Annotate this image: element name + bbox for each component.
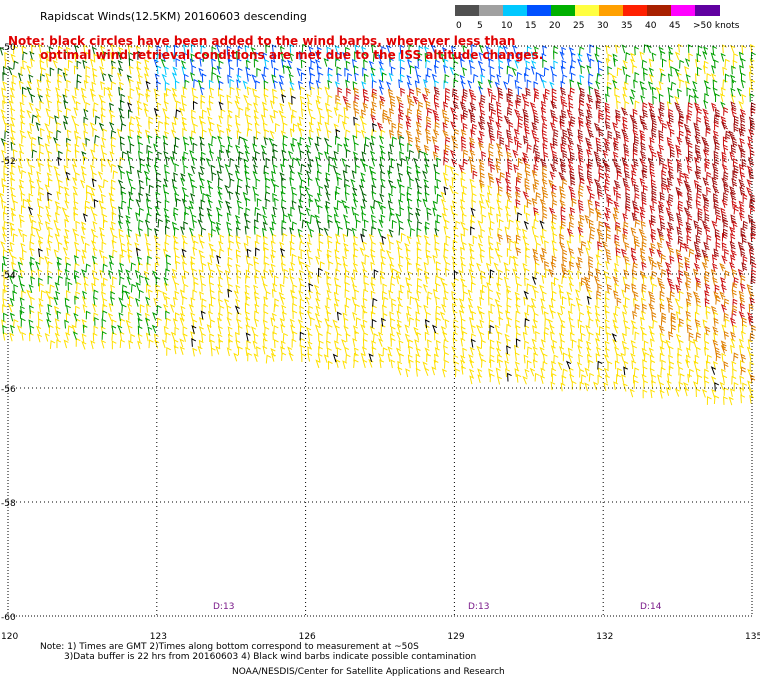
footer-note-line-2: 3)Data buffer is 22 hrs from 20160603 4)…: [64, 652, 477, 662]
legend-label: 25: [573, 21, 585, 31]
map-border: [7, 45, 753, 617]
legend-label: 35: [621, 21, 633, 31]
latitude-tick-label: -54: [1, 271, 16, 281]
axis-labels: 120 123 126 129 132 135 -50 -52 -54 -56 -58 -60 D:13…: [1, 43, 760, 642]
footer-note-line-1: Note: 1) Times are GMT 2)Times along bot…: [40, 642, 419, 652]
wind-barbs-layer: [0, 43, 757, 406]
map-grid: [8, 46, 752, 616]
latitude-tick-label: -52: [1, 157, 16, 167]
longitude-tick-label: 129: [447, 632, 464, 642]
time-label: D:14: [640, 602, 662, 612]
legend-label: 40: [645, 21, 657, 31]
legend-label: 0: [456, 21, 462, 31]
wind-barb-group: [0, 43, 756, 406]
wind-speed-legend: 0 5 10 15 20 25 30 35 40 45 >50 knots: [455, 5, 740, 35]
latitude-tick-label: -58: [1, 499, 16, 509]
map-frame: [7, 45, 753, 617]
wind-barb-group: [27, 50, 720, 391]
wind-barb-group: [433, 86, 757, 284]
longitude-tick-label: 126: [299, 632, 316, 642]
longitude-tick-label: 135: [745, 632, 760, 642]
legend-swatch: [695, 5, 721, 16]
latitude-tick-label: -56: [1, 385, 16, 395]
latitude-tick-label: -50: [1, 43, 16, 53]
legend-label: 10: [501, 21, 513, 31]
page-title: Rapidscat Winds(12.5KM) 20160603 descend…: [40, 10, 307, 23]
longitude-tick-label: 120: [1, 632, 18, 642]
legend-label: 5: [477, 21, 483, 31]
legend-label: 15: [525, 21, 537, 31]
time-label: D:13: [213, 602, 234, 612]
footer-credit: NOAA/NESDIS/Center for Satellite Applica…: [232, 667, 505, 677]
time-label: D:13: [468, 602, 489, 612]
note-line-1: Note: black circles have been added to t…: [8, 34, 516, 48]
wind-barb-group: [2, 43, 756, 340]
legend-label: 20: [549, 21, 561, 31]
legend-label: >50 knots: [693, 21, 740, 31]
note-line-2: optimal wind retrieval conditions are me…: [40, 48, 544, 62]
legend-label: 45: [669, 21, 681, 31]
wind-barb-group: [335, 87, 757, 384]
longitude-tick-label: 132: [596, 632, 613, 642]
longitude-tick-label: 123: [150, 632, 167, 642]
legend-label: 30: [597, 21, 609, 31]
latitude-tick-label: -60: [1, 613, 16, 623]
